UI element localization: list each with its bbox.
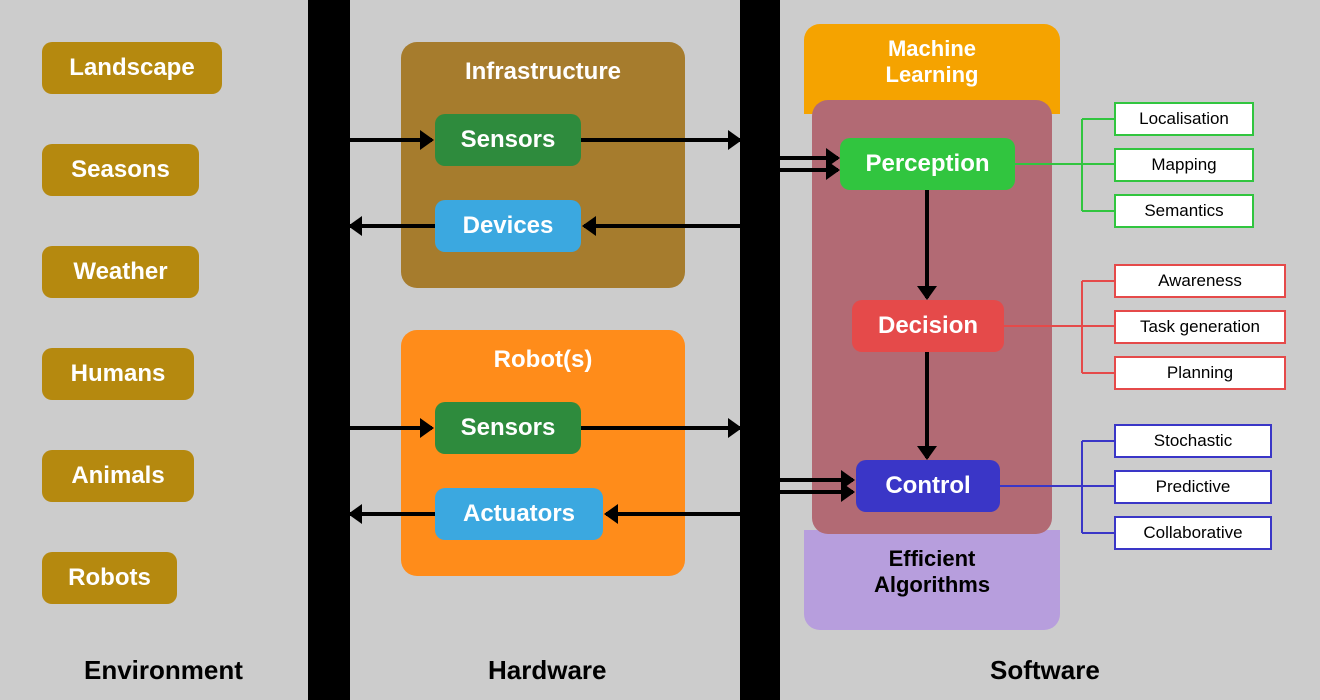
- side-decision-1: Task generation: [1114, 310, 1286, 344]
- side-control-1: Predictive: [1114, 470, 1272, 504]
- infra-sensors-block: Sensors: [435, 114, 581, 166]
- ml-title: MachineLearning: [804, 36, 1060, 89]
- env-item-seasons: Seasons: [42, 144, 199, 196]
- control-block: Control: [856, 460, 1000, 512]
- side-perception-2: Semantics: [1114, 194, 1254, 228]
- perception-block: Perception: [840, 138, 1015, 190]
- env-item-animals: Animals: [42, 450, 194, 502]
- robots-actuators-block: Actuators: [435, 488, 603, 540]
- hardware-title: Hardware: [488, 655, 607, 686]
- side-perception-0: Localisation: [1114, 102, 1254, 136]
- side-perception-1: Mapping: [1114, 148, 1254, 182]
- env-item-weather: Weather: [42, 246, 199, 298]
- robots-title: Robot(s): [401, 346, 685, 374]
- robots-sensors-block: Sensors: [435, 402, 581, 454]
- side-control-0: Stochastic: [1114, 424, 1272, 458]
- side-decision-2: Planning: [1114, 356, 1286, 390]
- infrastructure-title: Infrastructure: [401, 58, 685, 86]
- software-title: Software: [990, 655, 1100, 686]
- infra-devices-block: Devices: [435, 200, 581, 252]
- env-item-humans: Humans: [42, 348, 194, 400]
- side-decision-0: Awareness: [1114, 264, 1286, 298]
- env-item-landscape: Landscape: [42, 42, 222, 94]
- side-control-2: Collaborative: [1114, 516, 1272, 550]
- environment-title: Environment: [84, 655, 243, 686]
- env-item-robots: Robots: [42, 552, 177, 604]
- eff-title: EfficientAlgorithms: [804, 546, 1060, 599]
- decision-block: Decision: [852, 300, 1004, 352]
